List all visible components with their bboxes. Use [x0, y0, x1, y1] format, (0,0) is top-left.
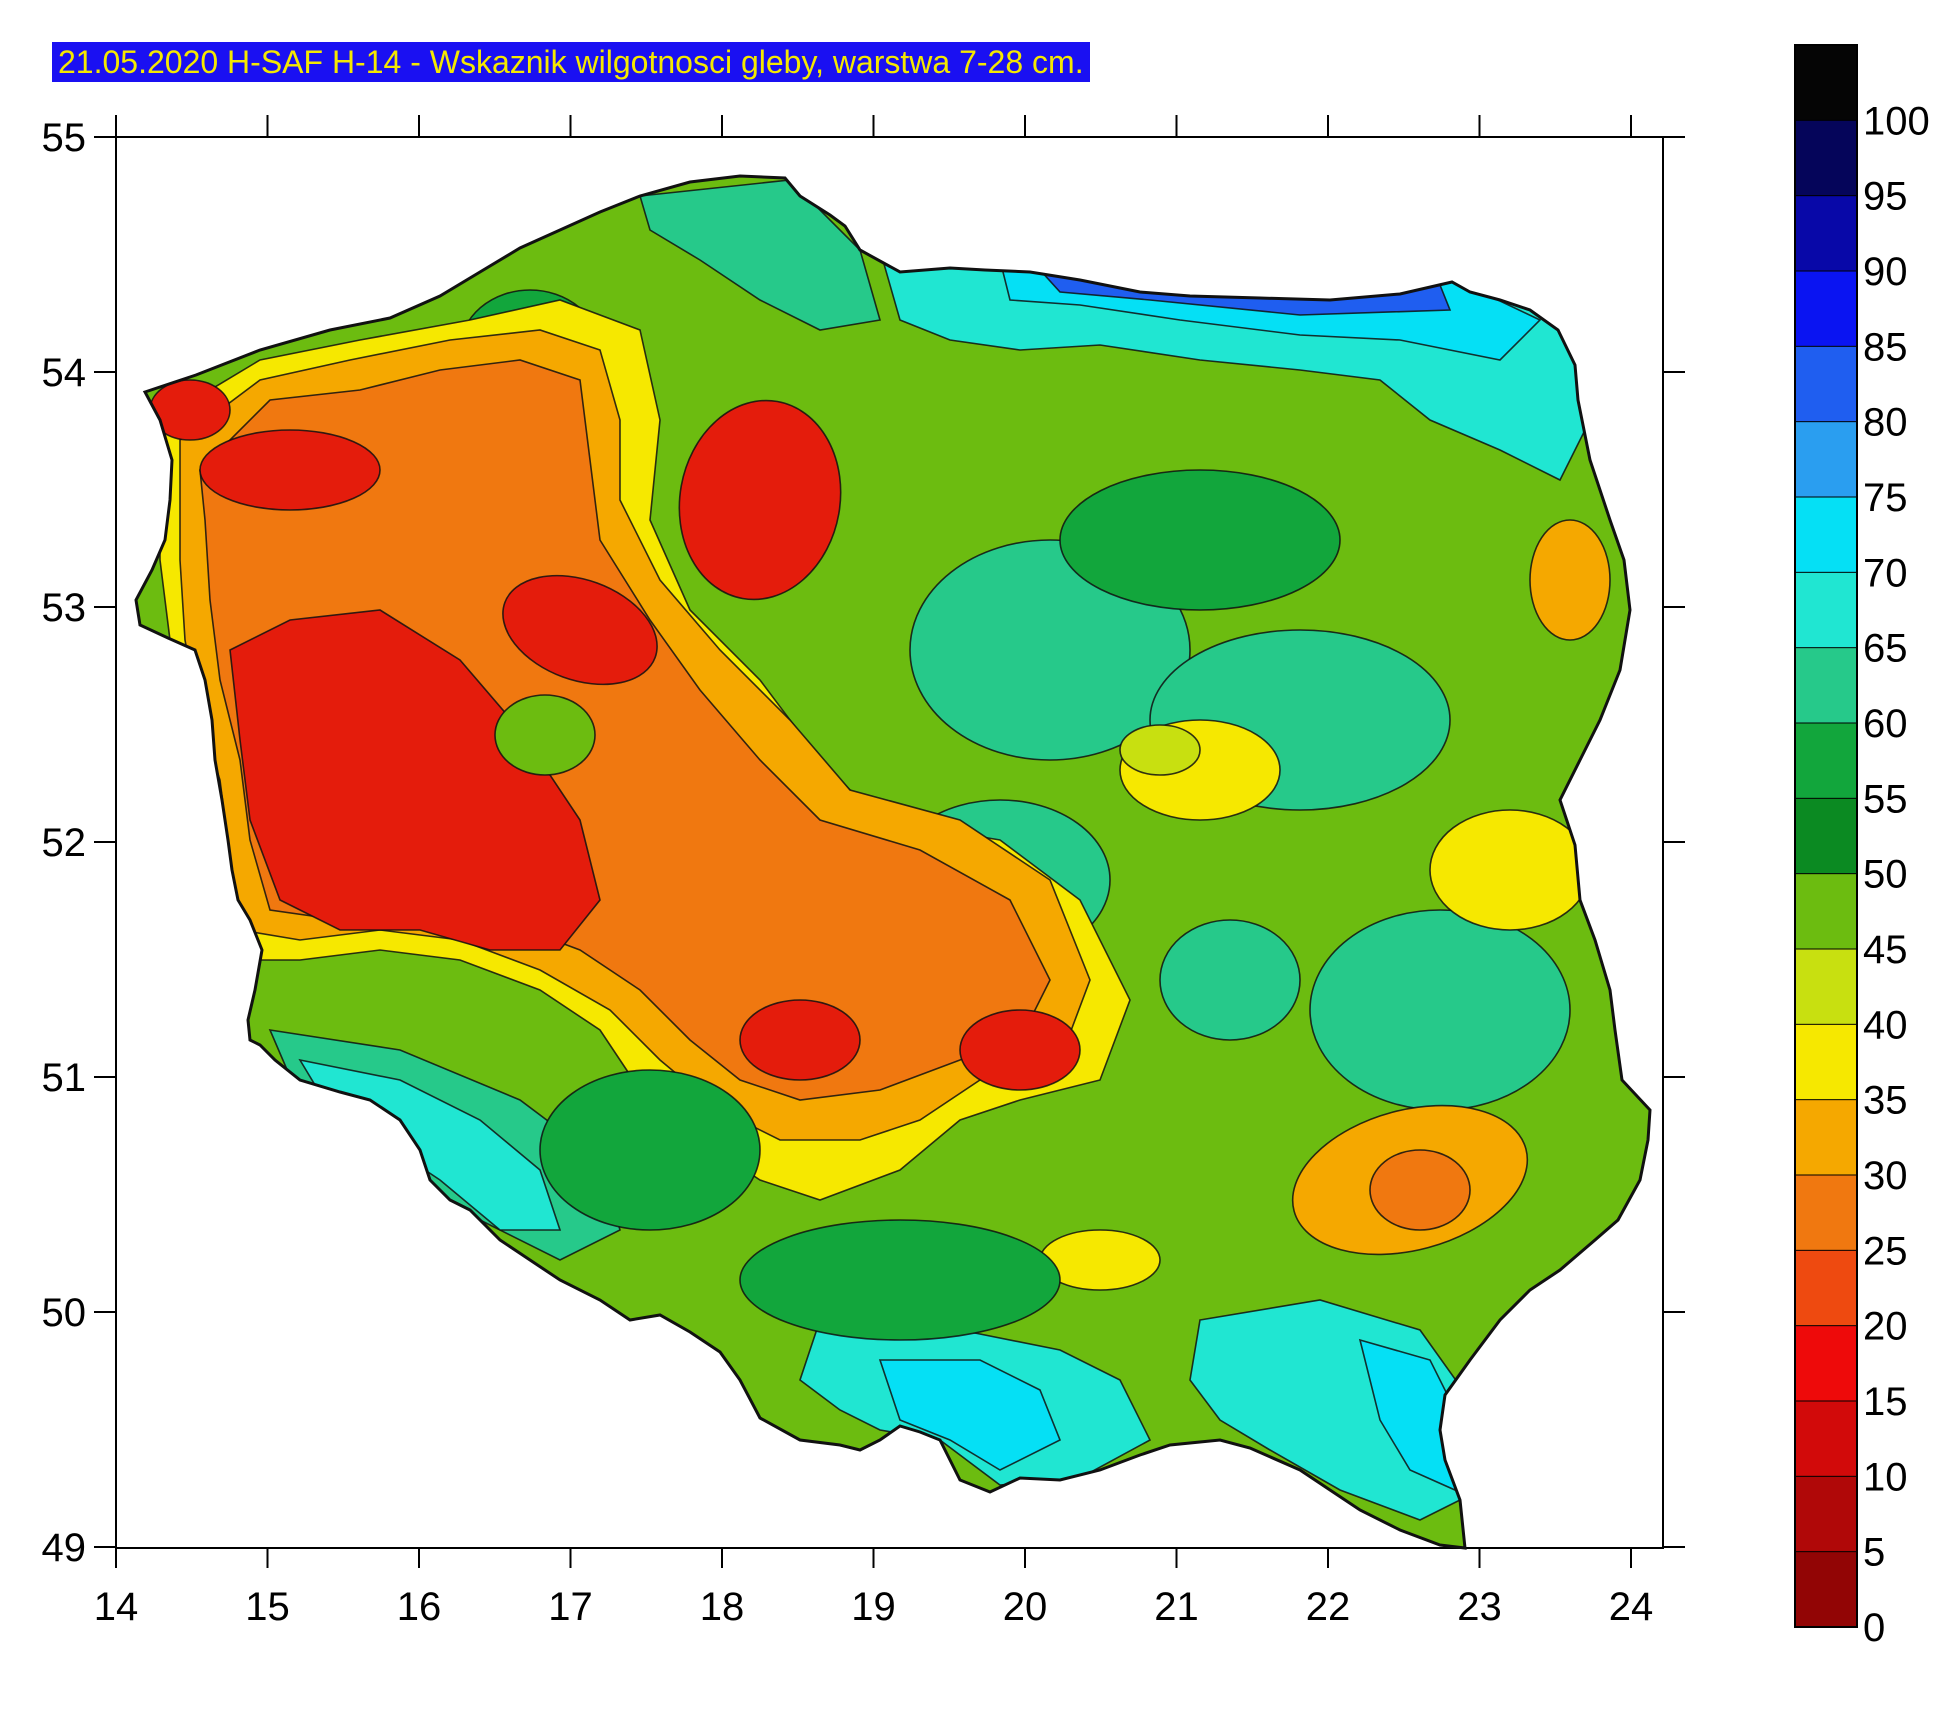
y-tick-label: 55	[42, 116, 87, 160]
legend-swatch	[1794, 647, 1858, 725]
legend-swatch	[1794, 270, 1858, 348]
y-tick-label: 51	[42, 1056, 87, 1100]
x-tick-label: 18	[700, 1585, 745, 1629]
ne-wetter	[1059, 469, 1341, 611]
tatra-saturated	[878, 1359, 1062, 1471]
south-wetter	[739, 1219, 1061, 1341]
x-tick-label: 23	[1457, 1585, 1502, 1629]
podlasie-dry	[1529, 519, 1611, 641]
map-title: 21.05.2020 H-SAF H-14 - Wskaznik wilgotn…	[52, 42, 1090, 82]
x-tick-label: 17	[548, 1585, 593, 1629]
lubuskie-very-dry	[229, 609, 601, 951]
legend-swatch	[1794, 44, 1858, 122]
legend-swatch	[1794, 1475, 1858, 1553]
east-moderate	[1429, 809, 1591, 931]
legend-swatch	[1794, 571, 1858, 649]
x-tick-label: 22	[1306, 1585, 1351, 1629]
legend-swatch	[1794, 1249, 1858, 1327]
legend-label: 75	[1863, 476, 1908, 520]
legend-label: 25	[1863, 1229, 1908, 1273]
y-tick-label: 54	[42, 351, 87, 395]
lublin-very-dry	[1369, 1149, 1471, 1231]
x-tick-label: 19	[851, 1585, 896, 1629]
legend-label: 5	[1863, 1531, 1885, 1575]
legend-swatch	[1794, 119, 1858, 197]
lodz-very-dry	[959, 1009, 1081, 1091]
legend-swatch	[1794, 873, 1858, 951]
legend-swatch	[1794, 1400, 1858, 1478]
legend-swatch	[1794, 948, 1858, 1026]
x-tick-label: 20	[1003, 1585, 1048, 1629]
y-tick-label: 53	[42, 586, 87, 630]
legend-label: 20	[1863, 1305, 1908, 1349]
kujawy-very-dry	[678, 399, 842, 601]
x-tick-label: 14	[94, 1585, 139, 1629]
legend-label: 0	[1863, 1606, 1885, 1650]
mazowsze-moderate-wet	[1119, 724, 1201, 776]
legend-swatch	[1794, 797, 1858, 875]
wielkopolska-very-dry	[502, 574, 658, 686]
legend-swatch	[1794, 496, 1858, 574]
legend-swatch	[1794, 421, 1858, 498]
legend-label: 35	[1863, 1079, 1908, 1123]
legend-label: 40	[1863, 1003, 1908, 1047]
legend-label: 70	[1863, 551, 1908, 595]
legend-swatch	[1794, 1099, 1858, 1176]
legend-label: 45	[1863, 928, 1908, 972]
legend-swatch	[1794, 195, 1858, 273]
legend-label: 10	[1863, 1455, 1908, 1499]
x-tick-label: 15	[245, 1585, 290, 1629]
y-tick-label: 50	[42, 1291, 87, 1335]
se-humid	[1309, 909, 1571, 1111]
legend-label: 60	[1863, 702, 1908, 746]
legend-label: 90	[1863, 250, 1908, 294]
legend-swatch	[1794, 722, 1858, 800]
legend-label: 55	[1863, 777, 1908, 821]
west-dry-zone	[199, 359, 1051, 1101]
legend-swatch	[1794, 1325, 1858, 1402]
legend-swatch	[1794, 1174, 1858, 1252]
legend-swatch	[1794, 1551, 1858, 1628]
legend-swatch	[1794, 345, 1858, 423]
legend-label: 15	[1863, 1380, 1908, 1424]
legend-label: 100	[1863, 99, 1930, 143]
x-tick-label: 21	[1154, 1585, 1199, 1629]
legend-label: 30	[1863, 1154, 1908, 1198]
legend-label: 50	[1863, 853, 1908, 897]
x-tick-label: 24	[1609, 1585, 1654, 1629]
y-tick-label: 52	[42, 821, 87, 865]
legend-label: 65	[1863, 627, 1908, 671]
y-tick-label: 49	[42, 1526, 87, 1570]
central-wet-island	[494, 694, 596, 776]
central-east-humid-2	[1159, 919, 1301, 1041]
legend-frame	[1794, 44, 1858, 1628]
legend-swatch	[1794, 1023, 1858, 1101]
west-pomerania-very-dry	[199, 429, 381, 511]
x-tick-label: 16	[397, 1585, 442, 1629]
legend-label: 95	[1863, 175, 1908, 219]
legend: 1009590858075706560555045403530252015105…	[1794, 44, 1930, 1650]
moisture-map	[136, 176, 1650, 1548]
legend-label: 80	[1863, 401, 1908, 445]
opole-very-dry	[739, 999, 861, 1081]
legend-label: 85	[1863, 325, 1908, 369]
axis-group: 14 15 16 17 18 19 20 21 22 23 24 55 54 53 52 51 50 49	[42, 115, 1685, 1629]
silesia-wetter	[539, 1069, 761, 1231]
